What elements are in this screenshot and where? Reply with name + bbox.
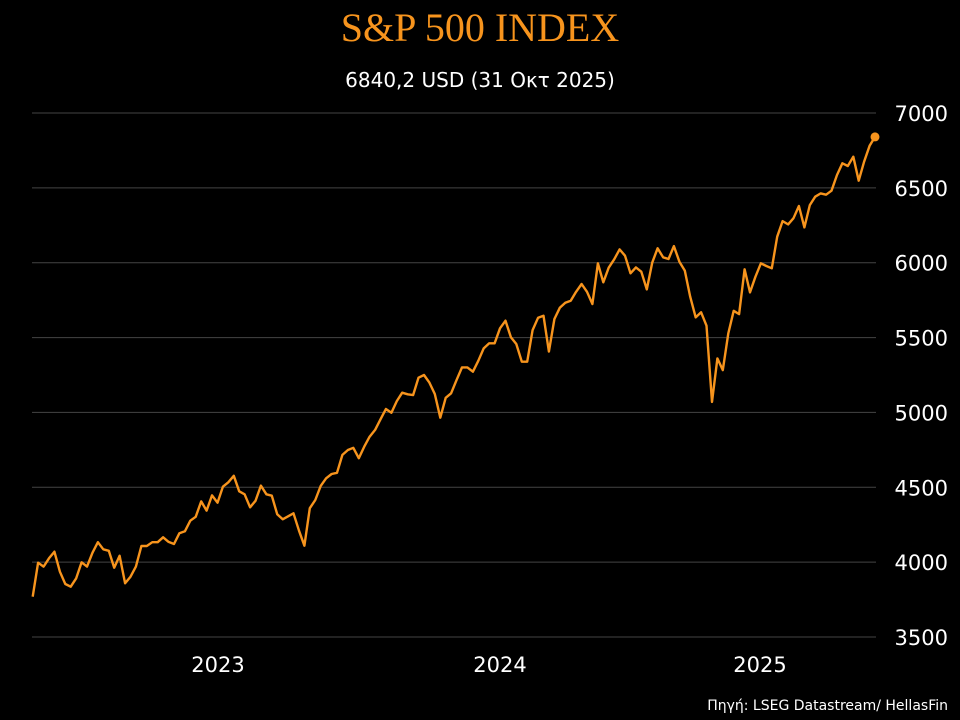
source-note: Πηγή: LSEG Datastream/ HellasFin: [707, 698, 948, 714]
x-axis: 2023 2024 2025: [191, 653, 786, 677]
y-tick-label: 6500: [895, 177, 948, 201]
x-tick-label: 2025: [733, 653, 786, 677]
y-tick-label: 6000: [895, 252, 948, 276]
y-tick-label: 4500: [895, 476, 948, 500]
series-sp500: [31, 132, 880, 597]
last-value-marker: [870, 132, 880, 142]
x-tick-label: 2024: [473, 653, 526, 677]
x-tick-label: 2023: [191, 653, 244, 677]
chart-title: S&P 500 INDEX: [340, 5, 620, 50]
series-line: [31, 136, 877, 597]
y-tick-label: 7000: [895, 102, 948, 126]
gridlines: [32, 112, 876, 638]
y-tick-label: 4000: [895, 551, 948, 575]
y-tick-label: 5000: [895, 401, 948, 425]
y-tick-label: 5500: [895, 327, 948, 351]
y-tick-label: 3500: [895, 626, 948, 650]
y-axis: 3500 4000 4500 5000 5500 6000 6500 7000: [895, 102, 948, 650]
chart-subtitle: 6840,2 USD (31 Οκτ 2025): [345, 68, 615, 92]
